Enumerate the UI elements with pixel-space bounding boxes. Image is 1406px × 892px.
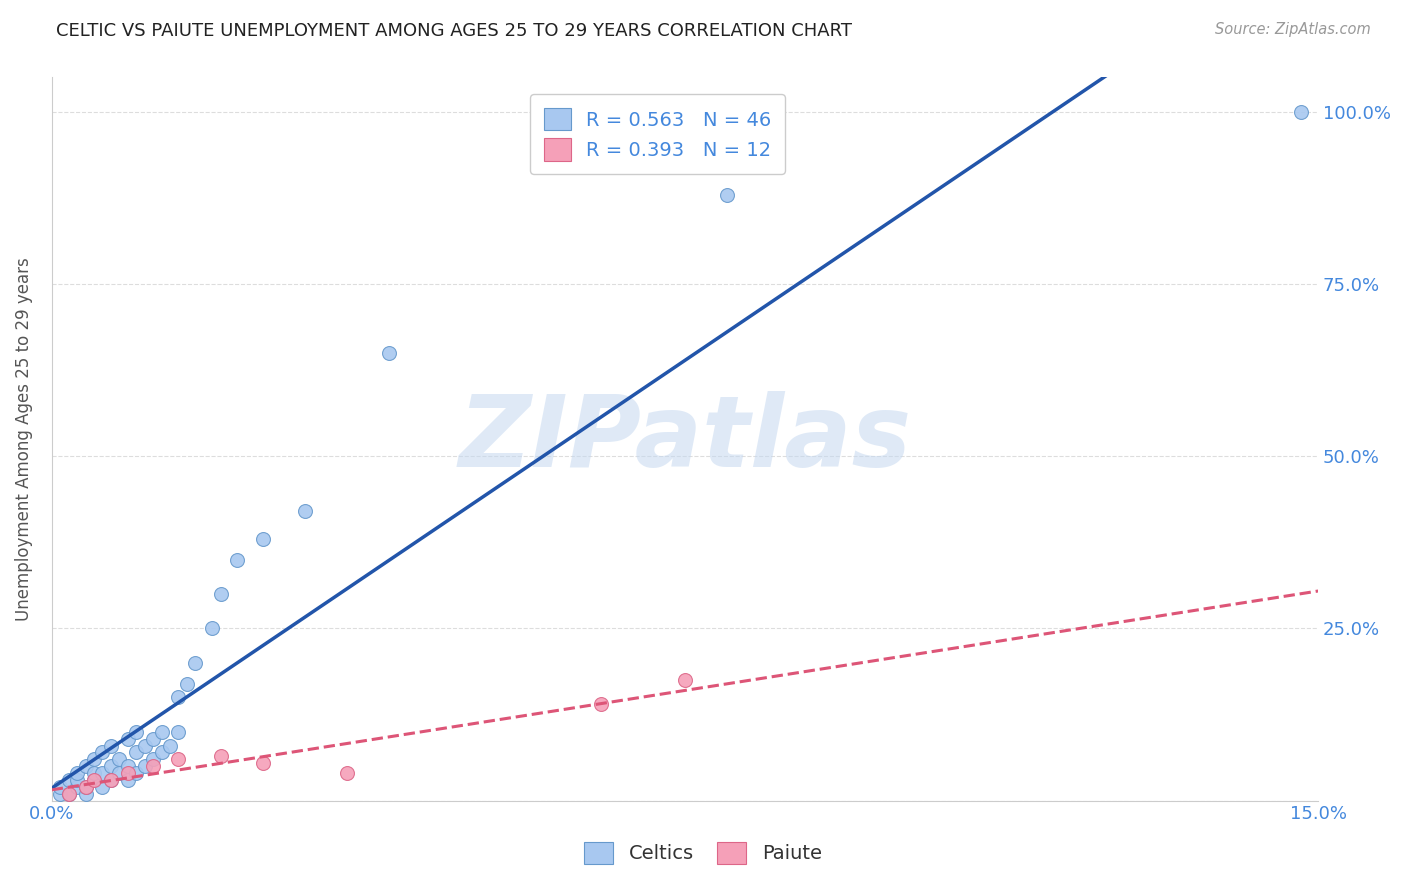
Point <box>716 187 738 202</box>
Point <box>294 504 316 518</box>
Point <box>150 746 173 760</box>
Point <box>91 780 114 794</box>
Point <box>252 756 274 770</box>
Point <box>673 673 696 687</box>
Point <box>100 739 122 753</box>
Point <box>209 748 232 763</box>
Point <box>66 772 89 787</box>
Legend: R = 0.563   N = 46, R = 0.393   N = 12: R = 0.563 N = 46, R = 0.393 N = 12 <box>530 95 786 174</box>
Point <box>100 772 122 787</box>
Point <box>167 752 190 766</box>
Point <box>58 772 80 787</box>
Point <box>117 772 139 787</box>
Point <box>66 780 89 794</box>
Text: ZIPatlas: ZIPatlas <box>458 391 911 488</box>
Point <box>108 752 131 766</box>
Point <box>125 724 148 739</box>
Point <box>134 739 156 753</box>
Point <box>134 759 156 773</box>
Point <box>75 759 97 773</box>
Point <box>184 656 207 670</box>
Point <box>49 780 72 794</box>
Point <box>209 587 232 601</box>
Point <box>83 766 105 780</box>
Point <box>589 697 612 711</box>
Point <box>91 766 114 780</box>
Point <box>83 752 105 766</box>
Point <box>142 759 165 773</box>
Point <box>49 787 72 801</box>
Point <box>75 787 97 801</box>
Point <box>1291 104 1313 119</box>
Point <box>117 731 139 746</box>
Point <box>75 780 97 794</box>
Point <box>125 766 148 780</box>
Point <box>108 766 131 780</box>
Point <box>176 676 198 690</box>
Point <box>142 731 165 746</box>
Point <box>378 346 401 360</box>
Point <box>100 759 122 773</box>
Point <box>117 766 139 780</box>
Point <box>58 787 80 801</box>
Text: CELTIC VS PAIUTE UNEMPLOYMENT AMONG AGES 25 TO 29 YEARS CORRELATION CHART: CELTIC VS PAIUTE UNEMPLOYMENT AMONG AGES… <box>56 22 852 40</box>
Point <box>167 690 190 705</box>
Point <box>83 772 105 787</box>
Point <box>75 780 97 794</box>
Point <box>66 766 89 780</box>
Point <box>58 787 80 801</box>
Point <box>83 772 105 787</box>
Point <box>125 746 148 760</box>
Point <box>226 552 249 566</box>
Point <box>142 752 165 766</box>
Point <box>117 759 139 773</box>
Point <box>91 746 114 760</box>
Point <box>252 532 274 546</box>
Y-axis label: Unemployment Among Ages 25 to 29 years: Unemployment Among Ages 25 to 29 years <box>15 257 32 621</box>
Point <box>336 766 359 780</box>
Point <box>100 772 122 787</box>
Legend: Celtics, Paiute: Celtics, Paiute <box>571 828 835 878</box>
Point <box>159 739 181 753</box>
Text: Source: ZipAtlas.com: Source: ZipAtlas.com <box>1215 22 1371 37</box>
Point <box>150 724 173 739</box>
Point <box>167 724 190 739</box>
Point <box>201 622 224 636</box>
